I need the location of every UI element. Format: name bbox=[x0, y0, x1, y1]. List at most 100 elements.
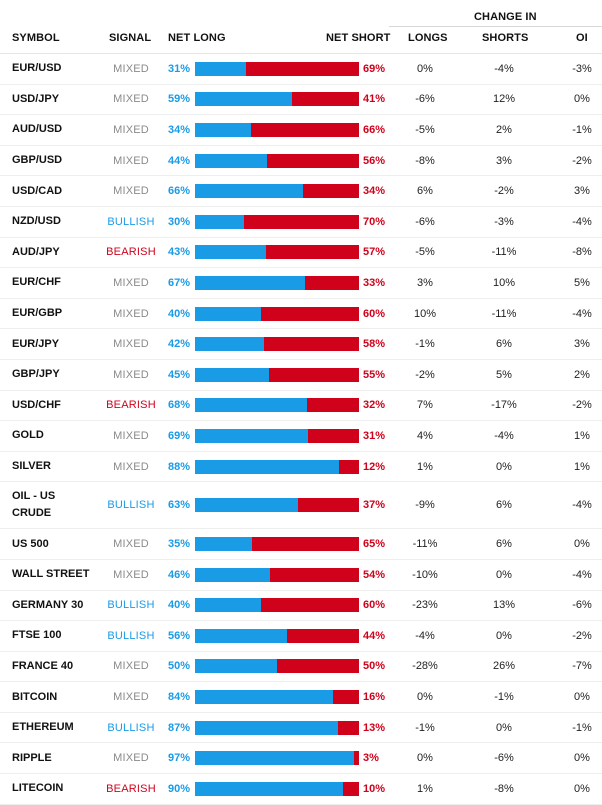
row-change-shorts: 26% bbox=[492, 660, 516, 673]
table-row[interactable]: WALL STREET MIXED 46% 54% -10% 0% -4% bbox=[0, 560, 602, 591]
sentiment-bar bbox=[195, 720, 359, 735]
row-symbol[interactable]: AUD/JPY bbox=[12, 245, 60, 258]
row-change-longs: -5% bbox=[415, 123, 435, 136]
row-signal: MIXED bbox=[113, 660, 149, 673]
table-row[interactable]: USD/CHF BEARISH 68% 32% 7% -17% -2% bbox=[0, 391, 602, 422]
table-row[interactable]: AUD/USD MIXED 34% 66% -5% 2% -1% bbox=[0, 115, 602, 146]
row-change-longs: -9% bbox=[415, 499, 435, 512]
row-symbol[interactable]: FTSE 100 bbox=[12, 629, 62, 642]
row-symbol[interactable]: USD/CAD bbox=[12, 184, 63, 197]
row-symbol[interactable]: GBP/USD bbox=[12, 154, 63, 167]
row-change-oi: 3% bbox=[574, 338, 590, 351]
header-oi[interactable]: OI bbox=[576, 32, 588, 44]
row-symbol[interactable]: GBP/JPY bbox=[12, 368, 60, 381]
sentiment-bar-long-fill bbox=[195, 537, 253, 552]
row-net-long: 68% bbox=[167, 399, 190, 412]
sentiment-bar bbox=[195, 781, 359, 796]
row-symbol[interactable]: OIL - US CRUDE bbox=[12, 490, 56, 520]
sentiment-bar-long-fill bbox=[195, 275, 305, 290]
row-signal: BULLISH bbox=[107, 499, 155, 512]
row-signal: MIXED bbox=[113, 62, 149, 75]
table-row[interactable]: ETHEREUM BULLISH 87% 13% -1% 0% -1% bbox=[0, 713, 602, 744]
table-row[interactable]: BITCOIN MIXED 84% 16% 0% -1% 0% bbox=[0, 682, 602, 713]
row-symbol[interactable]: EUR/CHF bbox=[12, 276, 61, 289]
row-signal: BEARISH bbox=[106, 782, 156, 795]
row-net-short: 69% bbox=[363, 62, 386, 75]
row-symbol[interactable]: EUR/JPY bbox=[12, 337, 60, 350]
header-longs[interactable]: LONGS bbox=[408, 32, 448, 44]
header-signal[interactable]: SIGNAL bbox=[109, 32, 152, 44]
row-symbol[interactable]: US 500 bbox=[12, 537, 49, 550]
row-symbol[interactable]: NZD/USD bbox=[12, 215, 61, 228]
sentiment-bar bbox=[195, 61, 359, 76]
row-symbol[interactable]: SILVER bbox=[12, 460, 51, 473]
table-row[interactable]: LITECOIN BEARISH 90% 10% 1% -8% 0% bbox=[0, 774, 602, 805]
sentiment-bar bbox=[195, 367, 359, 382]
sentiment-bar bbox=[195, 275, 359, 290]
row-net-long: 40% bbox=[167, 307, 190, 320]
row-symbol[interactable]: USD/CHF bbox=[12, 398, 61, 411]
row-symbol[interactable]: AUD/USD bbox=[12, 123, 63, 136]
table-row[interactable]: FRANCE 40 MIXED 50% 50% -28% 26% -7% bbox=[0, 652, 602, 683]
table-row[interactable]: FTSE 100 BULLISH 56% 44% -4% 0% -2% bbox=[0, 621, 602, 652]
table-row[interactable]: RIPPLE MIXED 97% 3% 0% -6% 0% bbox=[0, 743, 602, 775]
table-row[interactable]: EUR/USD MIXED 31% 69% 0% -4% -3% bbox=[0, 54, 602, 85]
row-symbol[interactable]: BITCOIN bbox=[12, 690, 58, 703]
row-change-oi: -2% bbox=[572, 629, 592, 642]
sentiment-bar-long-fill bbox=[195, 214, 245, 229]
table-row[interactable]: EUR/GBP MIXED 40% 60% 10% -11% -4% bbox=[0, 299, 602, 330]
row-change-longs: -1% bbox=[415, 338, 435, 351]
row-net-short: 54% bbox=[363, 568, 386, 581]
table-row[interactable]: USD/CAD MIXED 66% 34% 6% -2% 3% bbox=[0, 176, 602, 207]
row-net-long: 87% bbox=[167, 721, 190, 734]
row-symbol[interactable]: WALL STREET bbox=[12, 568, 90, 581]
header-net-long[interactable]: NET LONG bbox=[168, 32, 226, 44]
row-net-long: 50% bbox=[167, 660, 190, 673]
row-change-shorts: -3% bbox=[494, 215, 514, 228]
row-net-long: 40% bbox=[167, 599, 190, 612]
table-row[interactable]: SILVER MIXED 88% 12% 1% 0% 1% bbox=[0, 452, 602, 483]
table-row[interactable]: GBP/JPY MIXED 45% 55% -2% 5% 2% bbox=[0, 360, 602, 391]
sentiment-bar bbox=[195, 459, 359, 474]
row-symbol[interactable]: USD/JPY bbox=[12, 92, 60, 105]
sentiment-bar bbox=[195, 153, 359, 168]
row-net-short: 60% bbox=[363, 307, 386, 320]
table-row[interactable]: NZD/USD BULLISH 30% 70% -6% -3% -4% bbox=[0, 207, 602, 238]
header-shorts[interactable]: SHORTS bbox=[482, 32, 529, 44]
table-row[interactable]: AUD/JPY BEARISH 43% 57% -5% -11% -8% bbox=[0, 238, 602, 269]
table-row[interactable]: US 500 MIXED 35% 65% -11% 6% 0% bbox=[0, 529, 602, 560]
row-signal: MIXED bbox=[113, 429, 149, 442]
header-net-short[interactable]: NET SHORT bbox=[326, 32, 391, 44]
sentiment-bar bbox=[195, 628, 359, 643]
row-change-shorts: -4% bbox=[494, 429, 514, 442]
row-symbol[interactable]: FRANCE 40 bbox=[12, 659, 74, 672]
row-symbol[interactable]: EUR/GBP bbox=[12, 307, 63, 320]
table-row[interactable]: GERMANY 30 BULLISH 40% 60% -23% 13% -6% bbox=[0, 591, 602, 622]
row-change-oi: 5% bbox=[574, 276, 590, 289]
row-symbol[interactable]: LITECOIN bbox=[12, 782, 64, 795]
row-signal: MIXED bbox=[113, 538, 149, 551]
row-change-oi: 0% bbox=[574, 691, 590, 704]
table-row[interactable]: OIL - US CRUDE BULLISH 63% 37% -9% 6% -4% bbox=[0, 482, 602, 530]
row-symbol[interactable]: ETHEREUM bbox=[12, 721, 74, 734]
row-net-short: 10% bbox=[363, 782, 386, 795]
row-symbol[interactable]: EUR/USD bbox=[12, 62, 62, 75]
row-symbol[interactable]: GERMANY 30 bbox=[12, 598, 84, 611]
header-symbol[interactable]: SYMBOL bbox=[12, 32, 60, 44]
table-row[interactable]: GBP/USD MIXED 44% 56% -8% 3% -2% bbox=[0, 146, 602, 177]
table-row[interactable]: EUR/JPY MIXED 42% 58% -1% 6% 3% bbox=[0, 329, 602, 360]
row-net-long: 46% bbox=[167, 568, 190, 581]
row-net-short: 58% bbox=[363, 338, 386, 351]
row-net-short: 56% bbox=[363, 154, 386, 167]
table-row[interactable]: GOLD MIXED 69% 31% 4% -4% 1% bbox=[0, 421, 602, 452]
table-row[interactable]: EUR/CHF MIXED 67% 33% 3% 10% 5% bbox=[0, 268, 602, 299]
sentiment-bar bbox=[195, 598, 359, 613]
table-body: EUR/USD MIXED 31% 69% 0% -4% -3% USD/JPY MIXED 59… bbox=[0, 54, 602, 805]
table-row[interactable]: USD/JPY MIXED 59% 41% -6% 12% 0% bbox=[0, 85, 602, 116]
row-change-longs: -4% bbox=[415, 629, 435, 642]
row-symbol[interactable]: GOLD bbox=[12, 429, 44, 442]
row-signal: MIXED bbox=[113, 368, 149, 381]
row-symbol[interactable]: RIPPLE bbox=[12, 751, 52, 764]
row-change-oi: -7% bbox=[572, 660, 592, 673]
row-change-longs: -6% bbox=[415, 93, 435, 106]
